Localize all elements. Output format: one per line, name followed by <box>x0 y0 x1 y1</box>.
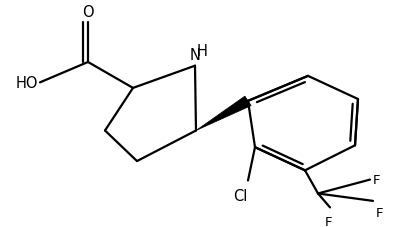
Text: HO: HO <box>15 76 38 90</box>
Text: F: F <box>324 215 332 227</box>
Text: F: F <box>373 173 380 186</box>
Polygon shape <box>196 97 251 131</box>
Text: O: O <box>82 5 94 20</box>
Text: N: N <box>189 48 200 63</box>
Text: H: H <box>197 44 208 59</box>
Text: Cl: Cl <box>233 188 247 203</box>
Text: F: F <box>376 206 384 219</box>
